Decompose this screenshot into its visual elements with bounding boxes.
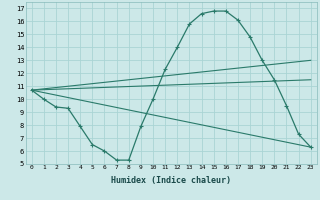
X-axis label: Humidex (Indice chaleur): Humidex (Indice chaleur) — [111, 176, 231, 185]
